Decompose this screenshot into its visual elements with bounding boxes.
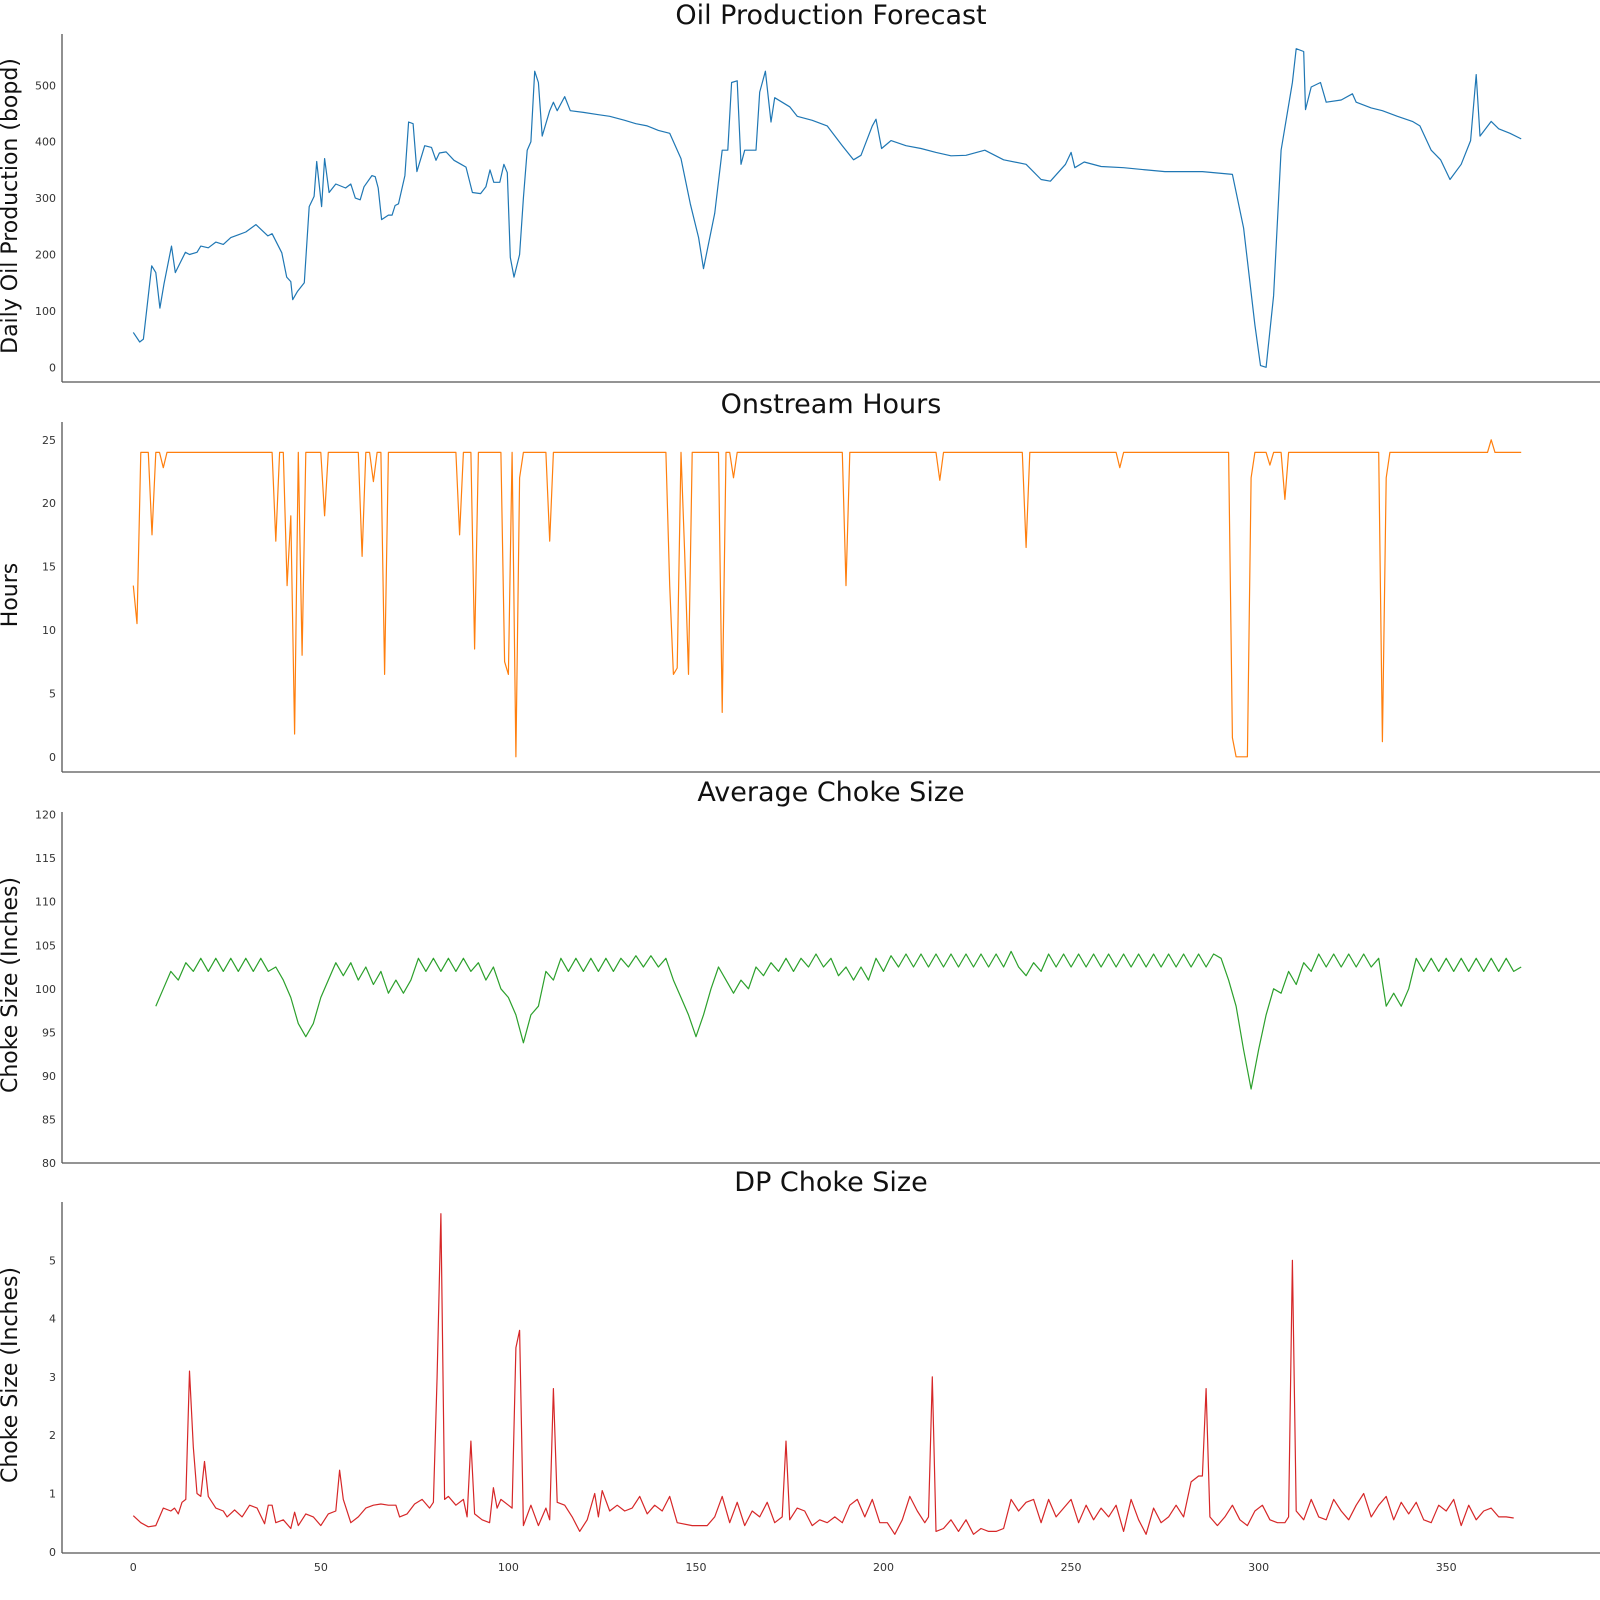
y-tick-label: 500 — [35, 79, 56, 92]
x-tick-label: 50 — [314, 1561, 328, 1574]
y-tick-label: 5 — [49, 687, 56, 700]
y-tick-label: 1 — [49, 1488, 56, 1501]
y-tick-label: 115 — [35, 852, 56, 865]
y-tick-label: 110 — [35, 896, 56, 909]
y-tick-label: 20 — [42, 497, 56, 510]
y-tick-label: 200 — [35, 249, 56, 262]
panel-onstream-hours: Onstream Hours Hours — [0, 389, 941, 627]
panel-oil-production: Oil Production Forecast Daily Oil Produc… — [0, 0, 987, 354]
y-tick-label: 300 — [35, 192, 56, 205]
series-line — [132, 1213, 1514, 1535]
y-axis-label: Daily Oil Production (bopd) — [0, 58, 23, 354]
y-tick-label: 4 — [49, 1313, 56, 1326]
y-tick-label: 80 — [42, 1157, 56, 1170]
y-tick-label: 15 — [42, 561, 56, 574]
y-axis-label: Hours — [0, 563, 23, 627]
x-tick-label: 250 — [1061, 1561, 1082, 1574]
y-axis-label: Choke Size (Inches) — [0, 1267, 23, 1483]
x-tick-label: 100 — [498, 1561, 519, 1574]
panel-average-choke-size: Average Choke Size Choke Size (Inches) — [0, 777, 965, 1093]
y-tick-label: 5 — [49, 1254, 56, 1267]
y-tick-label: 0 — [49, 751, 56, 764]
y-tick-label: 95 — [42, 1026, 56, 1039]
y-tick-label: 400 — [35, 136, 56, 149]
y-tick-label: 2 — [49, 1429, 56, 1442]
x-tick-label: 300 — [1248, 1561, 1269, 1574]
y-tick-label: 90 — [42, 1070, 56, 1083]
y-tick-label: 100 — [35, 983, 56, 996]
y-tick-label: 10 — [42, 624, 56, 637]
x-tick-label: 200 — [873, 1561, 894, 1574]
series-line — [132, 439, 1522, 758]
y-tick-label: 120 — [35, 809, 56, 822]
series-line — [132, 48, 1522, 368]
y-tick-label: 100 — [35, 305, 56, 318]
y-tick-label: 25 — [42, 434, 56, 447]
y-axis-label: Choke Size (Inches) — [0, 877, 23, 1093]
panel-dp-choke-size: DP Choke Size Choke Size (Inches) — [0, 1167, 928, 1483]
y-tick-label: 3 — [49, 1371, 56, 1384]
chart-title: Average Choke Size — [697, 777, 964, 808]
y-tick-label: 0 — [49, 1546, 56, 1559]
chart-title: Oil Production Forecast — [675, 0, 986, 31]
series-line — [155, 950, 1522, 1090]
chart-title: Onstream Hours — [721, 389, 942, 420]
y-tick-label: 0 — [49, 361, 56, 374]
x-tick-label: 350 — [1436, 1561, 1457, 1574]
y-tick-label: 105 — [35, 939, 56, 952]
x-tick-label: 0 — [130, 1561, 137, 1574]
x-tick-label: 150 — [685, 1561, 706, 1574]
chart-title: DP Choke Size — [734, 1167, 927, 1198]
y-tick-label: 85 — [42, 1113, 56, 1126]
